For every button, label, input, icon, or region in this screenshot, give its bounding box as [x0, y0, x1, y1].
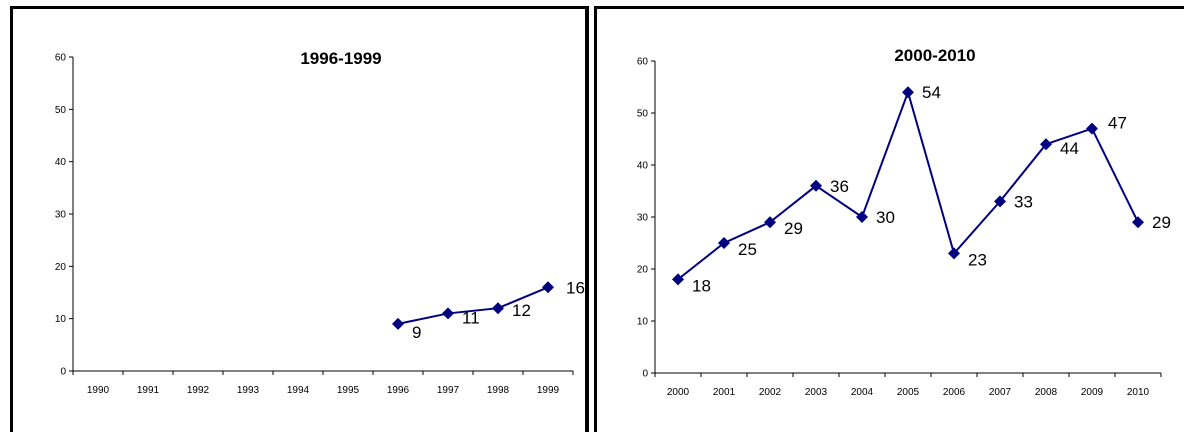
chart-2000-2010: 2000-2010 0 10 20 30 40 50 60 2000 2001 2002 2003 20… — [637, 46, 1171, 398]
x-tick-label: 1996 — [387, 385, 410, 396]
data-point-marker — [948, 247, 960, 260]
data-label: 30 — [876, 208, 895, 227]
data-point-marker — [1040, 138, 1052, 151]
x-tick-label: 1994 — [287, 385, 310, 396]
data-point-marker — [392, 317, 404, 330]
y-tick-label: 60 — [637, 57, 649, 68]
x-tick-label: 1999 — [537, 385, 560, 396]
data-label: 44 — [1060, 139, 1079, 158]
data-label: 11 — [462, 308, 480, 327]
x-tick-label: 2000 — [667, 387, 690, 398]
data-label: 54 — [922, 83, 941, 102]
y-tick-label: 20 — [637, 265, 649, 276]
x-tick-label: 1998 — [487, 385, 510, 396]
series-line — [397, 286, 549, 325]
chart-title: 2000-2010 — [894, 46, 975, 65]
x-tick-label: 1990 — [87, 385, 110, 396]
x-tick-label: 2007 — [989, 387, 1012, 398]
data-label: 29 — [784, 219, 803, 238]
y-tick-label: 60 — [55, 53, 67, 64]
y-tick-label: 0 — [60, 367, 66, 378]
y-tick-label: 50 — [637, 109, 649, 120]
x-tick-label: 2008 — [1035, 387, 1058, 398]
y-tick-label: 10 — [637, 317, 649, 328]
x-tick-label: 2003 — [805, 387, 828, 398]
chart-panel-2000-2010: 2000-2010 0 10 20 30 40 50 60 2000 2001 2002 2003 20… — [594, 6, 1184, 432]
data-point-marker — [902, 86, 914, 99]
data-point-marker — [764, 216, 776, 229]
data-label: 16 — [566, 278, 585, 297]
x-tick-label: 1992 — [187, 385, 210, 396]
x-tick-label: 1995 — [337, 385, 360, 396]
data-label: 33 — [1014, 192, 1033, 211]
data-label: 18 — [692, 276, 711, 295]
data-point-marker — [672, 273, 684, 286]
data-label: 9 — [412, 323, 421, 342]
data-point-marker — [442, 307, 454, 320]
data-label: 25 — [738, 240, 757, 259]
data-label: 12 — [512, 301, 531, 320]
chart-title: 1996-1999 — [300, 49, 381, 68]
chart-1996-1999: 1996-1999 0 10 20 30 40 50 60 1990 1991 1992 1993 19… — [55, 49, 585, 396]
y-tick-label: 50 — [55, 105, 67, 116]
data-point-marker — [492, 302, 504, 315]
data-label: 29 — [1152, 213, 1171, 232]
x-tick-label: 2009 — [1081, 387, 1104, 398]
x-tick-label: 2004 — [851, 387, 874, 398]
y-tick-label: 40 — [55, 157, 67, 168]
data-label: 23 — [968, 250, 987, 269]
y-tick-label: 0 — [642, 369, 648, 380]
y-tick-label: 40 — [637, 161, 649, 172]
data-point-marker — [994, 195, 1006, 208]
data-point-marker — [856, 211, 868, 223]
x-tick-label: 1993 — [237, 385, 260, 396]
chart-panel-1996-1999: 1996-1999 0 10 20 30 40 50 60 1990 1991 1992 1993 19… — [10, 6, 588, 432]
data-point-marker — [718, 237, 730, 249]
data-point-marker — [1086, 122, 1098, 135]
y-tick-label: 10 — [55, 314, 67, 325]
x-tick-label: 1997 — [437, 385, 460, 396]
data-label: 36 — [830, 177, 849, 196]
x-tick-label: 2005 — [897, 387, 920, 398]
y-tick-label: 30 — [637, 213, 649, 224]
x-tick-label: 2010 — [1127, 387, 1150, 398]
data-point-marker — [1132, 216, 1144, 229]
data-label: 47 — [1108, 114, 1127, 133]
y-tick-label: 30 — [55, 210, 67, 221]
x-tick-label: 1991 — [137, 385, 160, 396]
x-tick-label: 2002 — [759, 387, 782, 398]
x-tick-label: 2006 — [943, 387, 966, 398]
y-tick-label: 20 — [55, 262, 67, 273]
data-point-marker — [810, 179, 822, 192]
x-tick-label: 2001 — [713, 387, 736, 398]
data-point-marker — [542, 281, 554, 294]
